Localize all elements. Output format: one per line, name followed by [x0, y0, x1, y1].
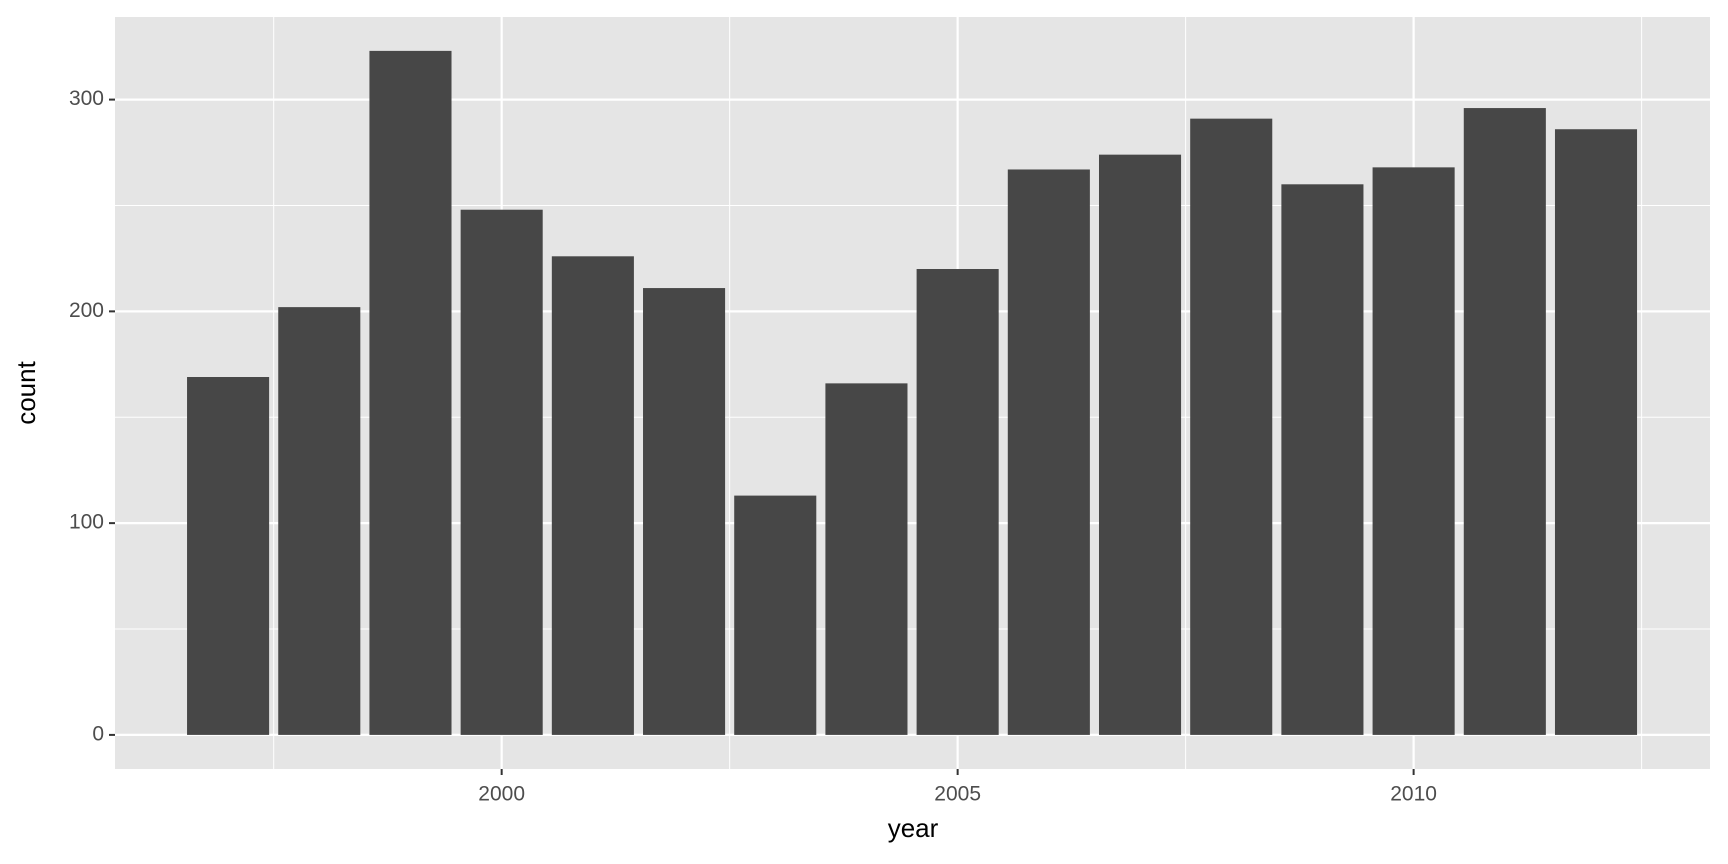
- bar: [551, 256, 634, 735]
- bar: [643, 288, 726, 735]
- bar: [1281, 184, 1364, 735]
- y-tick-label: 100: [69, 511, 104, 534]
- bar: [1098, 154, 1182, 735]
- bar: [187, 377, 270, 735]
- bar: [278, 307, 361, 735]
- bar: [1554, 129, 1638, 735]
- x-tick-label: 2010: [1390, 783, 1437, 806]
- x-tick-label: 2000: [478, 783, 525, 806]
- y-tick-label: 200: [69, 299, 104, 322]
- bar: [1007, 169, 1090, 735]
- x-axis-title: year: [888, 813, 939, 843]
- bar: [734, 495, 817, 735]
- bar: [916, 269, 999, 735]
- y-tick-label: 300: [69, 87, 104, 110]
- bar: [369, 50, 452, 735]
- bar: [1190, 118, 1273, 735]
- y-tick-label: 0: [92, 722, 104, 745]
- bar: [825, 383, 908, 735]
- bar: [460, 209, 543, 735]
- bar: [1372, 167, 1455, 735]
- bar: [1463, 108, 1546, 735]
- y-axis-title: count: [11, 360, 41, 424]
- x-tick-label: 2005: [934, 783, 981, 806]
